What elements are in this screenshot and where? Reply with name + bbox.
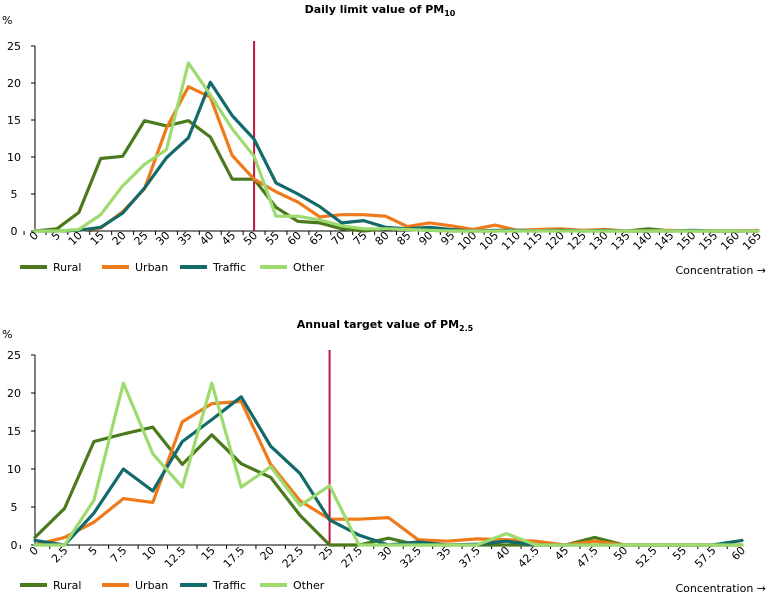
legend-label-rural: Rural (53, 261, 81, 274)
y-tick-label: 10 (7, 151, 21, 164)
x-tick-label: 60 (285, 229, 304, 248)
x-tick-label: 40 (493, 544, 512, 563)
y-axis-unit: % (2, 14, 12, 27)
x-tick-label: 35 (175, 229, 194, 248)
legend-label-traffic: Traffic (212, 579, 246, 592)
y-tick-label: 5 (11, 501, 18, 514)
series-line-rural (33, 119, 760, 233)
y-tick-label: 5 (11, 188, 18, 201)
x-tick-label: 7.5 (108, 544, 130, 566)
x-tick-label: 57.5 (692, 544, 719, 571)
y-tick-label: 20 (7, 387, 21, 400)
y-tick-label: 10 (7, 463, 21, 476)
y-tick-label: 25 (7, 40, 21, 53)
x-tick-label: 50 (241, 229, 260, 248)
y-axis-unit: % (2, 328, 12, 341)
x-tick-label: 5 (86, 544, 100, 558)
x-tick-label: 55 (263, 229, 282, 248)
x-tick-label: 42.5 (515, 544, 542, 571)
y-tick-label: 15 (7, 114, 21, 127)
x-tick-label: 65 (307, 229, 326, 248)
x-tick-label: 35 (434, 544, 453, 563)
x-tick-label: 45 (219, 229, 238, 248)
x-tick-label: 85 (394, 229, 413, 248)
x-axis-label: Concentration → (675, 582, 766, 595)
chart-title: Daily limit value of PM10 (305, 3, 456, 18)
chart-panel-2: Annual target value of PM2.5%05101520250… (2, 318, 766, 595)
series-line-other (33, 381, 744, 547)
legend-label-rural: Rural (53, 579, 81, 592)
chart-title: Annual target value of PM2.5 (297, 318, 474, 333)
x-tick-label: 12.5 (162, 544, 189, 571)
y-tick-label: 0 (11, 539, 18, 552)
x-tick-label: 10 (140, 544, 159, 563)
chart-title-main: Daily limit value of PM (305, 3, 445, 16)
series-line-rural (33, 425, 744, 547)
chart-title-subscript: 2.5 (459, 324, 474, 333)
x-tick-label: 20 (258, 544, 277, 563)
x-tick-label: 2.5 (49, 544, 71, 566)
chart-title-subscript: 10 (444, 9, 456, 18)
legend-label-other: Other (293, 579, 325, 592)
x-tick-label: 37.5 (456, 544, 483, 571)
x-tick-label: 22.5 (280, 544, 307, 571)
legend-label-urban: Urban (135, 261, 168, 274)
chart-title-main: Annual target value of PM (297, 318, 459, 331)
y-tick-label: 25 (7, 349, 21, 362)
y-tick-label: 0 (11, 225, 18, 238)
x-tick-label: 30 (153, 229, 172, 248)
legend-label-urban: Urban (135, 579, 168, 592)
x-tick-label: 25 (317, 544, 336, 563)
x-tick-label: 40 (197, 229, 216, 248)
legend-label-other: Other (293, 261, 325, 274)
series-line-traffic (33, 80, 760, 233)
x-tick-label: 45 (552, 544, 571, 563)
x-tick-label: 32.5 (398, 544, 425, 571)
y-tick-label: 20 (7, 77, 21, 90)
x-tick-label: 52.5 (633, 544, 660, 571)
x-tick-label: 50 (611, 544, 630, 563)
x-tick-label: 17.5 (221, 544, 248, 571)
x-tick-label: 27.5 (339, 544, 366, 571)
x-tick-label: 47.5 (574, 544, 601, 571)
series-line-traffic (33, 395, 744, 547)
x-tick-label: 15 (199, 544, 218, 563)
y-tick-label: 15 (7, 425, 21, 438)
x-tick-label: 80 (373, 229, 392, 248)
legend-label-traffic: Traffic (212, 261, 246, 274)
x-tick-label: 20 (110, 229, 129, 248)
x-tick-label: 60 (729, 544, 748, 563)
x-tick-label: 55 (670, 544, 689, 563)
x-tick-label: 25 (132, 229, 151, 248)
x-axis-label: Concentration → (675, 264, 766, 277)
x-tick-label: 70 (329, 229, 348, 248)
series-line-urban (33, 85, 760, 233)
x-tick-label: 30 (376, 544, 395, 563)
series-line-other (33, 61, 760, 233)
x-tick-label: 15 (88, 229, 107, 248)
